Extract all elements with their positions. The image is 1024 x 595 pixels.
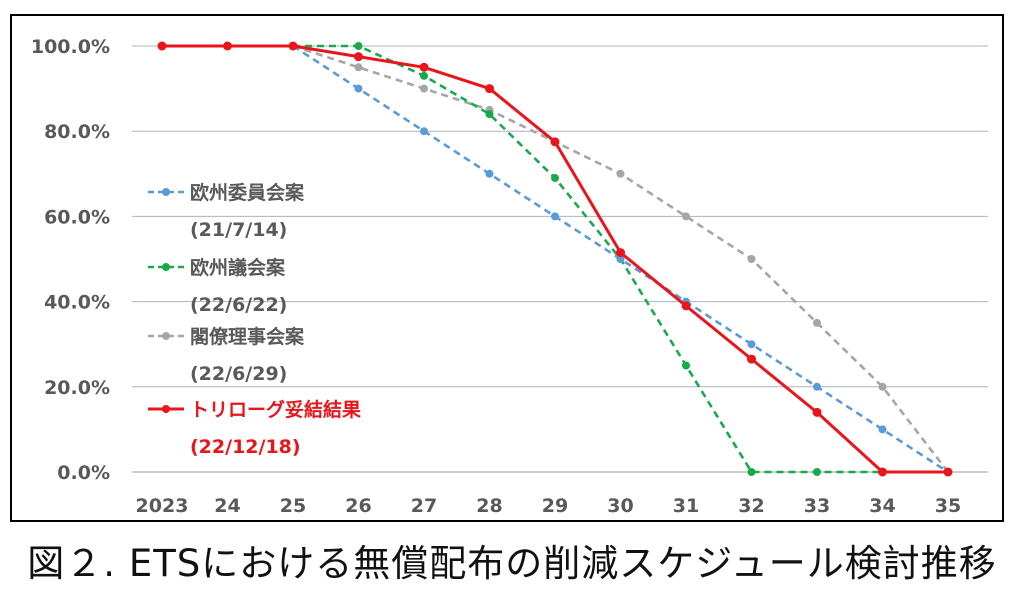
data-point: [878, 425, 887, 434]
legend-label: 欧州議会案: [190, 256, 286, 279]
data-point: [223, 41, 232, 51]
x-tick-label: 27: [411, 495, 437, 517]
data-point: [550, 137, 560, 147]
figure-caption: 図２. ETSにおける無償配布の削減スケジュール検討推移: [27, 542, 997, 585]
x-tick-label: 32: [738, 495, 764, 517]
y-tick-label: 40.0%: [44, 292, 110, 314]
x-tick-label: 35: [935, 495, 961, 517]
data-point: [682, 361, 690, 370]
y-axis-tick-labels: 0.0% 20.0% 40.0% 60.0% 80.0% 100.0%: [31, 36, 110, 484]
data-point: [354, 84, 363, 93]
x-tick-label: 30: [607, 495, 633, 517]
x-tick-label: 29: [542, 495, 568, 517]
x-tick-label: 33: [804, 495, 830, 517]
data-point: [420, 84, 428, 93]
x-tick-label: 24: [214, 495, 240, 517]
data-point: [485, 84, 494, 94]
data-point: [616, 169, 625, 178]
x-axis-tick-labels: 2023 24 25 26 27 28 29 30 31 32 33 34 35: [136, 495, 962, 517]
data-point: [354, 52, 363, 62]
x-tick-label: 26: [345, 495, 371, 517]
data-point: [485, 169, 494, 178]
x-tick-label: 31: [673, 495, 699, 517]
data-point: [812, 407, 822, 417]
series-lines: [157, 41, 953, 477]
x-tick-label: 25: [280, 495, 306, 517]
data-point: [813, 382, 821, 391]
x-tick-label: 34: [869, 495, 895, 517]
data-point: [485, 110, 494, 119]
data-point: [747, 468, 756, 476]
data-point: [813, 318, 821, 327]
data-point: [878, 467, 887, 477]
data-point: [354, 42, 363, 50]
data-point: [747, 354, 756, 364]
data-point: [288, 41, 298, 51]
legend-marker: [162, 405, 170, 413]
legend-date: (22/12/18): [190, 436, 301, 458]
data-point: [551, 174, 559, 183]
y-tick-label: 0.0%: [57, 462, 110, 484]
data-point: [682, 212, 690, 221]
legend-label: トリローグ妥結結果: [190, 398, 361, 421]
x-tick-label: 2023: [136, 495, 189, 517]
data-point: [813, 468, 821, 476]
legend: 欧州委員会案 (21/7/14) 欧州議会案 (22/6/22) 閣僚理事会案 (22/6…: [148, 181, 361, 458]
legend-marker: [162, 188, 170, 196]
legend-date: (22/6/29): [190, 363, 287, 385]
chart-frame: 0.0% 20.0% 40.0% 60.0% 80.0% 100.0% 2023 24 25 2…: [10, 14, 1004, 522]
data-point: [616, 255, 625, 263]
data-point: [420, 71, 428, 80]
data-point: [943, 467, 953, 477]
legend-date: (21/7/14): [190, 219, 287, 241]
data-point: [747, 255, 756, 263]
series-line: [293, 44, 883, 474]
y-tick-label: 60.0%: [44, 206, 110, 228]
legend-marker: [162, 332, 170, 340]
legend-label: 閣僚理事会案: [190, 325, 305, 348]
data-point: [551, 212, 559, 221]
y-tick-label: 20.0%: [44, 377, 110, 399]
data-point: [616, 248, 625, 258]
data-point: [419, 62, 429, 72]
data-point: [354, 63, 363, 72]
data-point: [681, 301, 691, 311]
data-point: [747, 340, 756, 349]
legend-date: (22/6/22): [190, 294, 287, 316]
legend-marker: [162, 263, 170, 271]
data-point: [420, 127, 428, 136]
legend-label: 欧州委員会案: [190, 181, 305, 204]
y-tick-label: 80.0%: [44, 121, 110, 143]
y-tick-label: 100.0%: [31, 36, 110, 58]
line-chart: 0.0%20.0%40.0%60.0%80.0%100.0% 2023 24 25 2…: [31, 36, 988, 517]
x-tick-label: 28: [476, 495, 502, 517]
data-point: [878, 382, 887, 391]
data-point: [157, 41, 167, 51]
